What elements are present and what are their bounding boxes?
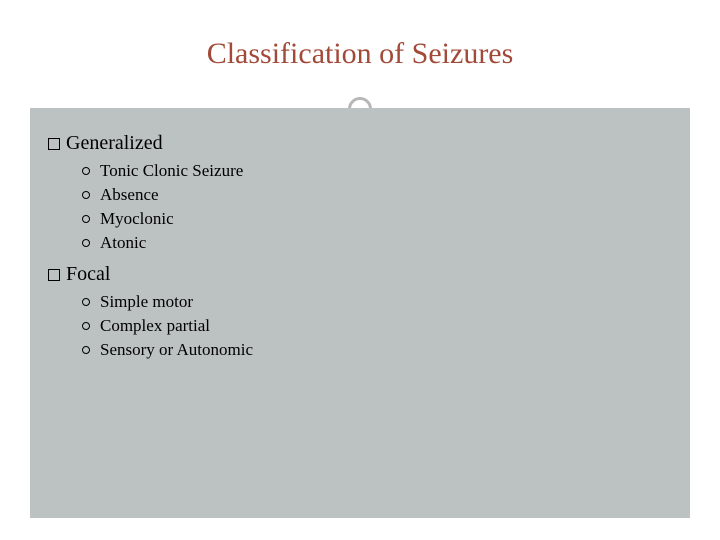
title-area: Classification of Seizures — [0, 0, 720, 108]
list-item: Simple motor — [82, 292, 672, 312]
list-item: Absence — [82, 185, 672, 205]
item-label: Sensory or Autonomic — [100, 340, 253, 360]
list-item: Atonic — [82, 233, 672, 253]
circle-bullet-icon — [82, 346, 90, 354]
square-bullet-icon — [48, 138, 60, 150]
category-block: Generalized Tonic Clonic Seizure Absence… — [48, 132, 672, 253]
category-heading: Generalized — [48, 132, 672, 155]
list-item: Sensory or Autonomic — [82, 340, 672, 360]
item-label: Myoclonic — [100, 209, 174, 229]
item-list: Simple motor Complex partial Sensory or … — [82, 292, 672, 360]
item-label: Absence — [100, 185, 159, 205]
slide-title: Classification of Seizures — [207, 37, 514, 71]
item-list: Tonic Clonic Seizure Absence Myoclonic A… — [82, 161, 672, 253]
circle-bullet-icon — [82, 239, 90, 247]
item-label: Simple motor — [100, 292, 193, 312]
item-label: Tonic Clonic Seizure — [100, 161, 243, 181]
circle-bullet-icon — [82, 322, 90, 330]
content-area: Generalized Tonic Clonic Seizure Absence… — [30, 108, 690, 518]
list-item: Complex partial — [82, 316, 672, 336]
circle-bullet-icon — [82, 167, 90, 175]
list-item: Tonic Clonic Seizure — [82, 161, 672, 181]
circle-bullet-icon — [82, 191, 90, 199]
item-label: Complex partial — [100, 316, 210, 336]
list-item: Myoclonic — [82, 209, 672, 229]
category-heading: Focal — [48, 263, 672, 286]
slide: Classification of Seizures Generalized T… — [0, 0, 720, 540]
circle-bullet-icon — [82, 215, 90, 223]
category-block: Focal Simple motor Complex partial Senso… — [48, 263, 672, 360]
category-label: Generalized — [66, 132, 163, 155]
category-label: Focal — [66, 263, 110, 286]
item-label: Atonic — [100, 233, 146, 253]
square-bullet-icon — [48, 269, 60, 281]
circle-bullet-icon — [82, 298, 90, 306]
